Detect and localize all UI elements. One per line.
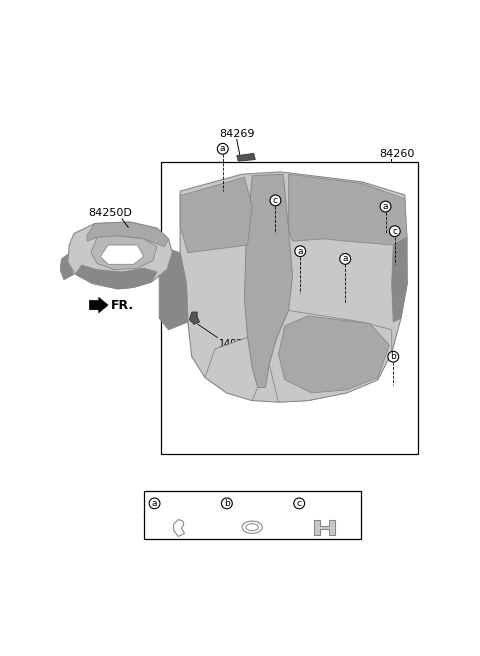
Circle shape [389, 226, 400, 237]
Polygon shape [269, 310, 392, 402]
Text: a: a [298, 247, 303, 256]
Text: a: a [383, 202, 388, 211]
Text: c: c [392, 227, 397, 236]
Circle shape [149, 498, 160, 509]
Text: b: b [390, 352, 396, 361]
Polygon shape [89, 297, 108, 313]
Text: b: b [224, 499, 230, 508]
Polygon shape [60, 255, 74, 279]
Polygon shape [392, 237, 407, 322]
Bar [161, 162, 418, 455]
Text: c: c [297, 499, 302, 508]
Polygon shape [190, 312, 200, 324]
Polygon shape [100, 245, 144, 264]
Circle shape [270, 195, 281, 206]
Polygon shape [68, 222, 172, 289]
Text: a: a [152, 499, 157, 508]
Text: 84250D: 84250D [88, 208, 132, 218]
Bar [144, 491, 360, 539]
Circle shape [294, 498, 305, 509]
Circle shape [221, 498, 232, 509]
Circle shape [388, 352, 399, 362]
Text: 84277: 84277 [164, 499, 197, 508]
Circle shape [217, 144, 228, 154]
Polygon shape [278, 316, 389, 393]
Polygon shape [75, 265, 157, 289]
Text: 84267R: 84267R [309, 499, 349, 508]
Text: 84269: 84269 [219, 129, 254, 139]
Polygon shape [244, 174, 292, 388]
Text: c: c [273, 196, 278, 205]
Text: 84260: 84260 [380, 149, 415, 159]
Text: 1497AB: 1497AB [219, 339, 257, 349]
Polygon shape [91, 236, 157, 270]
Polygon shape [237, 154, 255, 161]
Polygon shape [314, 520, 336, 535]
Polygon shape [180, 172, 407, 402]
Circle shape [295, 246, 306, 256]
Circle shape [340, 253, 350, 264]
Text: 1336AA: 1336AA [236, 499, 277, 508]
Polygon shape [159, 249, 188, 330]
Text: a: a [220, 144, 226, 154]
Polygon shape [180, 177, 252, 253]
Text: FR.: FR. [110, 298, 133, 312]
Text: a: a [342, 255, 348, 264]
Polygon shape [87, 222, 168, 247]
Polygon shape [205, 337, 258, 401]
Circle shape [380, 201, 391, 212]
Polygon shape [288, 174, 407, 245]
